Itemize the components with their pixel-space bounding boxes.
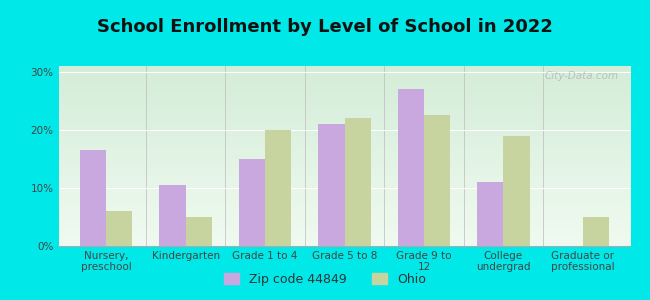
Text: School Enrollment by Level of School in 2022: School Enrollment by Level of School in … (97, 18, 553, 36)
Bar (424, 116, 450, 246)
Bar (265, 130, 291, 246)
Bar (477, 182, 503, 246)
Bar (186, 217, 212, 246)
Bar (159, 185, 186, 246)
Bar (344, 118, 370, 246)
Bar (318, 124, 344, 246)
Bar (106, 211, 133, 246)
Bar (239, 159, 265, 246)
Bar (503, 136, 530, 246)
Bar (80, 150, 106, 246)
Text: City-Data.com: City-Data.com (545, 71, 619, 81)
Legend: Zip code 44849, Ohio: Zip code 44849, Ohio (219, 268, 431, 291)
Bar (583, 217, 609, 246)
Bar (398, 89, 424, 246)
